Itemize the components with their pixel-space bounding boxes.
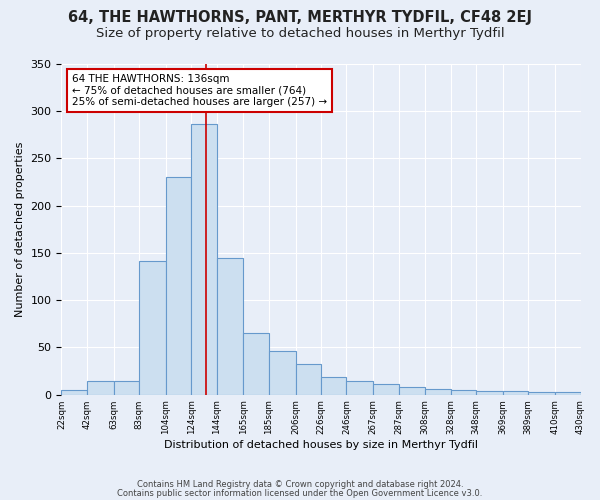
Bar [87,382,113,394]
Bar [321,377,346,394]
Y-axis label: Number of detached properties: Number of detached properties [15,142,25,317]
Bar [61,390,87,394]
X-axis label: Distribution of detached houses by size in Merthyr Tydfil: Distribution of detached houses by size … [164,440,478,450]
Bar [244,334,269,394]
Bar [425,389,451,394]
Bar [555,392,581,394]
Text: 64 THE HAWTHORNS: 136sqm
← 75% of detached houses are smaller (764)
25% of semi-: 64 THE HAWTHORNS: 136sqm ← 75% of detach… [72,74,327,107]
Bar [166,178,191,394]
Bar [139,262,166,394]
Bar [346,382,373,394]
Bar [476,391,503,394]
Bar [191,124,217,394]
Bar [113,382,139,394]
Bar [373,384,398,394]
Bar [451,390,476,394]
Text: Contains public sector information licensed under the Open Government Licence v3: Contains public sector information licen… [118,490,482,498]
Bar [398,387,425,394]
Text: 64, THE HAWTHORNS, PANT, MERTHYR TYDFIL, CF48 2EJ: 64, THE HAWTHORNS, PANT, MERTHYR TYDFIL,… [68,10,532,25]
Bar [217,258,244,394]
Bar [503,391,529,394]
Text: Contains HM Land Registry data © Crown copyright and database right 2024.: Contains HM Land Registry data © Crown c… [137,480,463,489]
Text: Size of property relative to detached houses in Merthyr Tydfil: Size of property relative to detached ho… [95,28,505,40]
Bar [269,351,296,395]
Bar [529,392,555,394]
Bar [296,364,321,394]
